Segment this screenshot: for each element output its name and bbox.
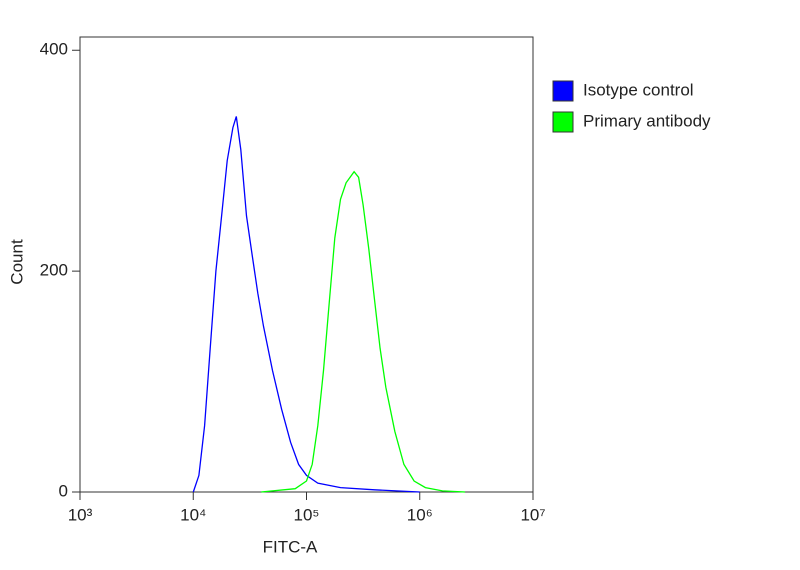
x-axis-label: FITC-A: [263, 537, 318, 556]
legend-label: Primary antibody: [583, 111, 711, 130]
y-tick-label: 400: [40, 40, 68, 59]
series-line: [192, 116, 420, 493]
y-tick-label: 200: [40, 261, 68, 280]
legend-label: Isotype control: [583, 80, 694, 99]
x-tick-label: 10⁵: [294, 505, 320, 524]
legend-swatch: [552, 80, 574, 102]
x-tick-label: 10³: [68, 505, 93, 524]
x-tick-label: 10⁷: [520, 505, 545, 524]
y-tick-label: 0: [59, 481, 68, 500]
y-axis-label: Count: [7, 239, 26, 285]
legend-swatch: [552, 111, 574, 133]
plot-frame: [79, 36, 534, 493]
series-line: [261, 170, 466, 493]
x-tick-label: 10⁴: [180, 505, 206, 524]
x-tick-label: 10⁶: [407, 505, 433, 524]
